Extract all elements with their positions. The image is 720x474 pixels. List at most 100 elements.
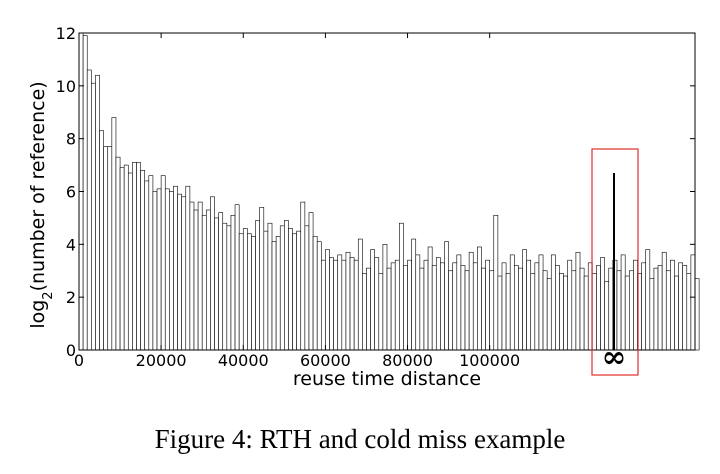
bar [559,273,564,351]
bar [169,191,174,351]
bar [493,214,499,351]
bar [624,275,630,351]
bar [316,241,322,351]
bar [661,251,667,351]
bar [160,175,166,351]
bar-series [78,32,700,351]
bar [275,236,281,351]
bar [312,236,318,351]
x-tick-labels: 0 20000 40000 60000 80000 100000 [74,351,520,370]
bar [477,246,482,351]
bar [255,220,260,351]
bar [563,275,569,351]
x-tick-label: 100000 [459,351,520,370]
x-tick-label: 20000 [136,351,187,370]
axis-ticks [78,32,695,351]
bar [144,180,150,351]
bar [119,167,125,351]
bar [337,254,343,351]
bar [300,201,306,351]
bar [641,262,647,351]
bar [505,273,511,351]
bar [415,254,421,351]
bar [148,175,154,351]
bar [464,270,470,351]
bar [320,259,326,351]
bar [222,222,228,351]
bar [665,270,671,351]
bar [579,267,585,351]
bar [251,236,256,351]
bar [530,273,536,351]
bar [382,244,388,351]
bar [407,259,412,351]
bar [189,201,195,351]
bar [86,69,92,351]
bar [238,233,244,351]
bar [263,230,269,351]
bar [538,254,544,351]
bar [357,238,363,351]
bar [304,225,310,351]
bar [193,209,199,351]
bar [95,74,100,351]
bar [201,214,207,351]
y-axis-title-subscript: 2 [41,291,56,299]
bar [682,265,688,351]
bar [431,265,437,351]
bar [362,273,367,351]
bar [686,273,692,351]
bar [308,212,314,351]
bar [645,249,651,351]
bar [230,214,236,351]
bar [518,267,523,351]
bar [345,251,351,351]
bar [542,270,548,351]
bar [600,257,605,351]
bar [234,204,240,351]
bar [386,267,392,351]
bar [271,241,277,351]
bar [210,196,215,351]
bar [136,162,141,351]
bar [107,146,113,351]
y-axis-title-rest: (number of reference) [27,81,49,291]
bar [596,265,601,351]
bar [468,251,474,351]
infinity-tick-label: ∞ [602,340,627,375]
bar [279,225,285,351]
bar [115,156,121,351]
bar [440,262,445,351]
bar [435,257,441,351]
bar [259,207,265,351]
bar [185,185,191,351]
bar [522,249,527,351]
bar [173,185,178,351]
bar [366,267,371,351]
bar [296,230,302,351]
bar [460,265,466,351]
bar [181,196,187,351]
bar [649,278,655,351]
y-tick-label: 10 [56,77,76,96]
bar [452,262,458,351]
y-tick-label: 8 [66,130,76,149]
bar [214,217,219,351]
y-tick-label: 4 [66,235,76,254]
bar [226,225,232,351]
bar [82,35,88,351]
x-tick-label: 60000 [300,351,351,370]
bar [374,257,380,351]
bar [567,259,573,351]
bar [91,82,96,351]
bar [370,249,375,351]
bar [550,254,556,351]
bar [628,270,634,351]
bar [485,259,490,351]
bar [111,117,117,351]
bar [526,259,532,351]
bar [197,201,203,351]
bar [206,209,211,351]
y-tick-label: 12 [56,24,76,43]
